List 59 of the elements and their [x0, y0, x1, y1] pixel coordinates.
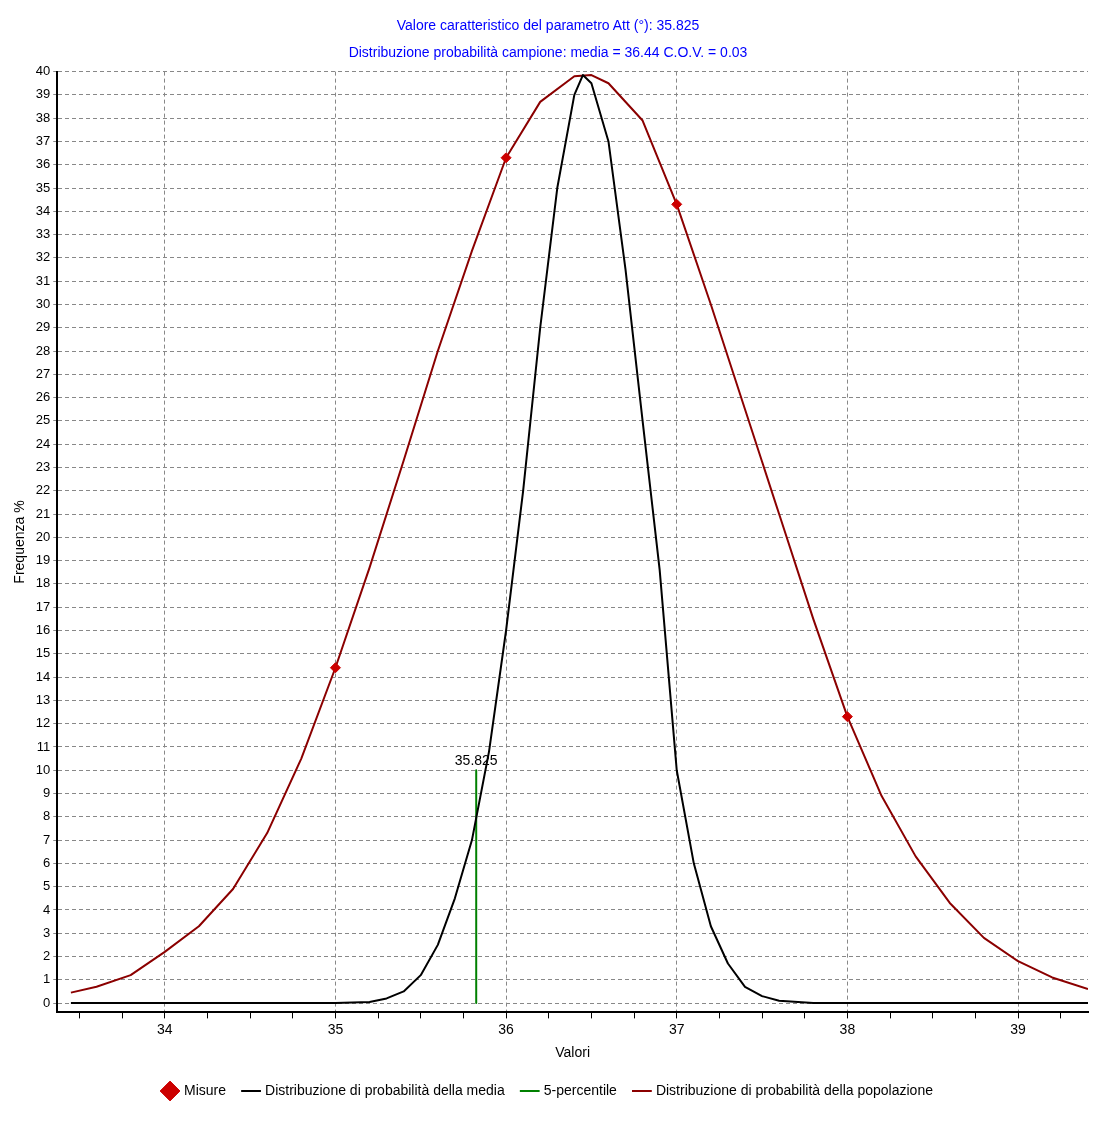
y-tick-label: 4: [43, 901, 51, 917]
x-axis-title: Valori: [555, 1044, 591, 1061]
chart-title: Valore caratteristico del parametro Att (°): 35.825: [396, 17, 700, 34]
y-tick-label: 6: [43, 854, 51, 870]
legend-label: Distribuzione di probabilità della popolazione: [655, 1081, 934, 1098]
y-tick-label: 40: [35, 63, 51, 79]
y-tick-label: 3: [43, 924, 51, 940]
y-tick-label: 35: [35, 179, 51, 195]
x-tick-label: 36: [498, 1020, 515, 1037]
x-tick-label: 39: [1010, 1020, 1027, 1037]
y-tick-label: 39: [35, 86, 51, 102]
legend-label: Distribuzione di probabilità della media: [265, 1081, 505, 1098]
y-tick-label: 1: [43, 971, 51, 987]
x-tick-label: 37: [668, 1020, 685, 1037]
y-tick-label: 28: [35, 342, 51, 358]
y-tick-label: 30: [35, 296, 51, 312]
y-tick-label: 34: [35, 202, 51, 218]
legend-label: Misure: [184, 1081, 227, 1098]
y-tick-label: 8: [43, 808, 51, 824]
y-tick-label: 17: [35, 598, 51, 614]
y-tick-label: 21: [35, 505, 51, 521]
y-tick-label: 12: [35, 715, 51, 731]
y-tick-label: 29: [35, 319, 51, 335]
y-tick-label: 27: [35, 365, 51, 381]
x-tick-label: 34: [156, 1020, 173, 1037]
y-tick-label: 10: [35, 761, 51, 777]
y-tick-label: 11: [36, 738, 51, 754]
y-tick-label: 18: [35, 575, 51, 591]
y-tick-label: 32: [35, 249, 51, 265]
y-tick-label: 2: [43, 948, 51, 964]
y-tick-label: 0: [43, 994, 51, 1010]
y-tick-label: 38: [35, 109, 51, 125]
y-tick-label: 37: [35, 133, 51, 149]
y-tick-label: 31: [35, 272, 51, 288]
y-tick-label: 22: [35, 482, 51, 498]
y-tick-label: 33: [35, 226, 51, 242]
y-tick-label: 9: [43, 785, 51, 801]
y-tick-label: 24: [35, 435, 51, 451]
y-axis-title: Frequenza %: [11, 500, 28, 584]
x-tick-label: 38: [839, 1020, 856, 1037]
y-tick-label: 23: [35, 459, 51, 475]
point: [671, 198, 683, 210]
y-tick-label: 14: [35, 668, 51, 684]
point: [329, 662, 341, 674]
y-tick-label: 15: [35, 645, 51, 661]
y-tick-label: 26: [35, 389, 51, 405]
y-tick-label: 20: [35, 528, 51, 544]
point: [500, 152, 512, 164]
y-tick-label: 7: [43, 831, 51, 847]
y-tick-label: 25: [35, 412, 51, 428]
y-tick-label: 13: [35, 691, 51, 707]
y-tick-label: 5: [43, 878, 51, 894]
y-tick-label: 36: [35, 156, 51, 172]
chart-subtitle: Distribuzione probabilità campione: media = 36.44 C.O.V. = 0.03: [348, 44, 748, 61]
legend-label: 5-percentile: [543, 1081, 618, 1098]
point: [841, 711, 853, 723]
x-tick-label: 35: [327, 1020, 344, 1037]
y-tick-label: 19: [35, 552, 51, 568]
y-tick-label: 16: [35, 622, 51, 638]
